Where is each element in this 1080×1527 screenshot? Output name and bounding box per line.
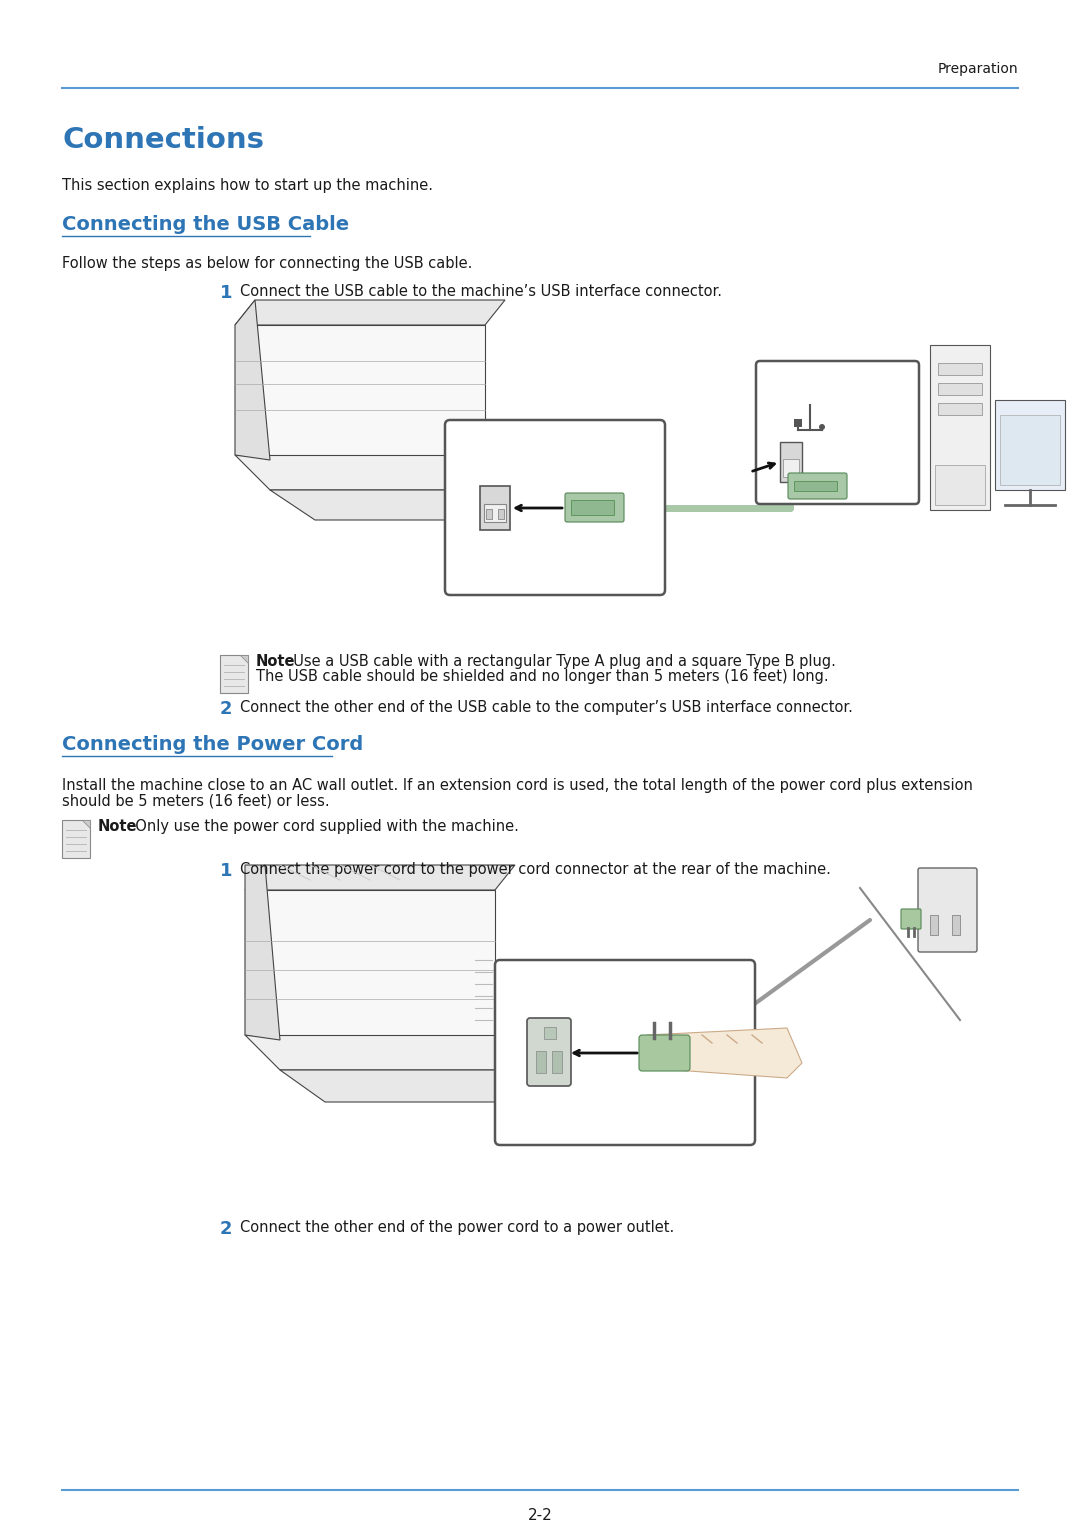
Polygon shape [245,890,495,1035]
FancyBboxPatch shape [756,360,919,504]
Bar [484,504,507,522]
Polygon shape [235,455,485,490]
Text: 1: 1 [220,284,232,302]
Polygon shape [235,299,270,460]
Bar [951,915,960,935]
Polygon shape [235,325,485,455]
Bar [995,400,1065,490]
Bar [486,508,492,519]
Bar [544,1028,556,1038]
FancyBboxPatch shape [639,1035,690,1070]
Bar [930,915,939,935]
FancyBboxPatch shape [788,473,847,499]
Text: Install the machine close to an AC wall outlet. If an extension cord is used, th: Install the machine close to an AC wall … [62,777,973,793]
FancyBboxPatch shape [495,960,755,1145]
Polygon shape [245,864,515,890]
Text: 1: 1 [220,863,232,880]
Polygon shape [245,864,280,1040]
Text: 2-2: 2-2 [528,1509,552,1522]
Text: 2: 2 [220,699,232,718]
Text: Connections: Connections [62,127,264,154]
Text: Connecting the USB Cable: Connecting the USB Cable [62,215,349,234]
Text: Use a USB cable with a rectangular Type A plug and a square Type B plug.: Use a USB cable with a rectangular Type … [284,654,836,669]
Polygon shape [647,1028,802,1078]
Bar [794,481,837,492]
Bar [939,363,982,376]
Text: 2: 2 [220,1220,232,1238]
Text: Connect the other end of the power cord to a power outlet.: Connect the other end of the power cord … [240,1220,674,1235]
Bar [536,1051,546,1073]
Polygon shape [235,299,505,325]
Bar [552,1051,562,1073]
FancyBboxPatch shape [565,493,624,522]
Bar [794,418,802,428]
Bar [935,466,985,505]
Text: Only use the power cord supplied with the machine.: Only use the power cord supplied with th… [126,818,518,834]
Bar [930,345,990,510]
Bar [939,383,982,395]
FancyBboxPatch shape [220,655,248,693]
Bar [783,460,799,476]
Text: Connect the USB cable to the machine’s USB interface connector.: Connect the USB cable to the machine’s U… [240,284,723,299]
Bar [1000,415,1059,486]
Bar [480,486,510,530]
Text: Connect the power cord to the power cord connector at the rear of the machine.: Connect the power cord to the power cord… [240,863,831,876]
FancyBboxPatch shape [445,420,665,596]
FancyBboxPatch shape [62,820,90,858]
Bar [498,508,504,519]
Text: Note: Note [98,818,137,834]
FancyBboxPatch shape [527,1019,571,1086]
Polygon shape [82,820,90,828]
Text: should be 5 meters (16 feet) or less.: should be 5 meters (16 feet) or less. [62,793,329,808]
Text: The USB cable should be shielded and no longer than 5 meters (16 feet) long.: The USB cable should be shielded and no … [256,669,828,684]
Text: Connecting the Power Cord: Connecting the Power Cord [62,734,363,754]
Text: Note: Note [256,654,296,669]
Text: Follow the steps as below for connecting the USB cable.: Follow the steps as below for connecting… [62,257,472,270]
Text: Preparation: Preparation [937,63,1018,76]
Bar [571,499,615,515]
Polygon shape [270,490,530,521]
Polygon shape [280,1070,540,1102]
FancyBboxPatch shape [901,909,921,928]
Bar [939,403,982,415]
Text: Connect the other end of the USB cable to the computer’s USB interface connector: Connect the other end of the USB cable t… [240,699,853,715]
Text: This section explains how to start up the machine.: This section explains how to start up th… [62,179,433,192]
FancyBboxPatch shape [918,867,977,951]
Circle shape [819,425,825,431]
Bar [780,441,802,483]
Polygon shape [240,655,248,663]
Polygon shape [245,1035,495,1070]
